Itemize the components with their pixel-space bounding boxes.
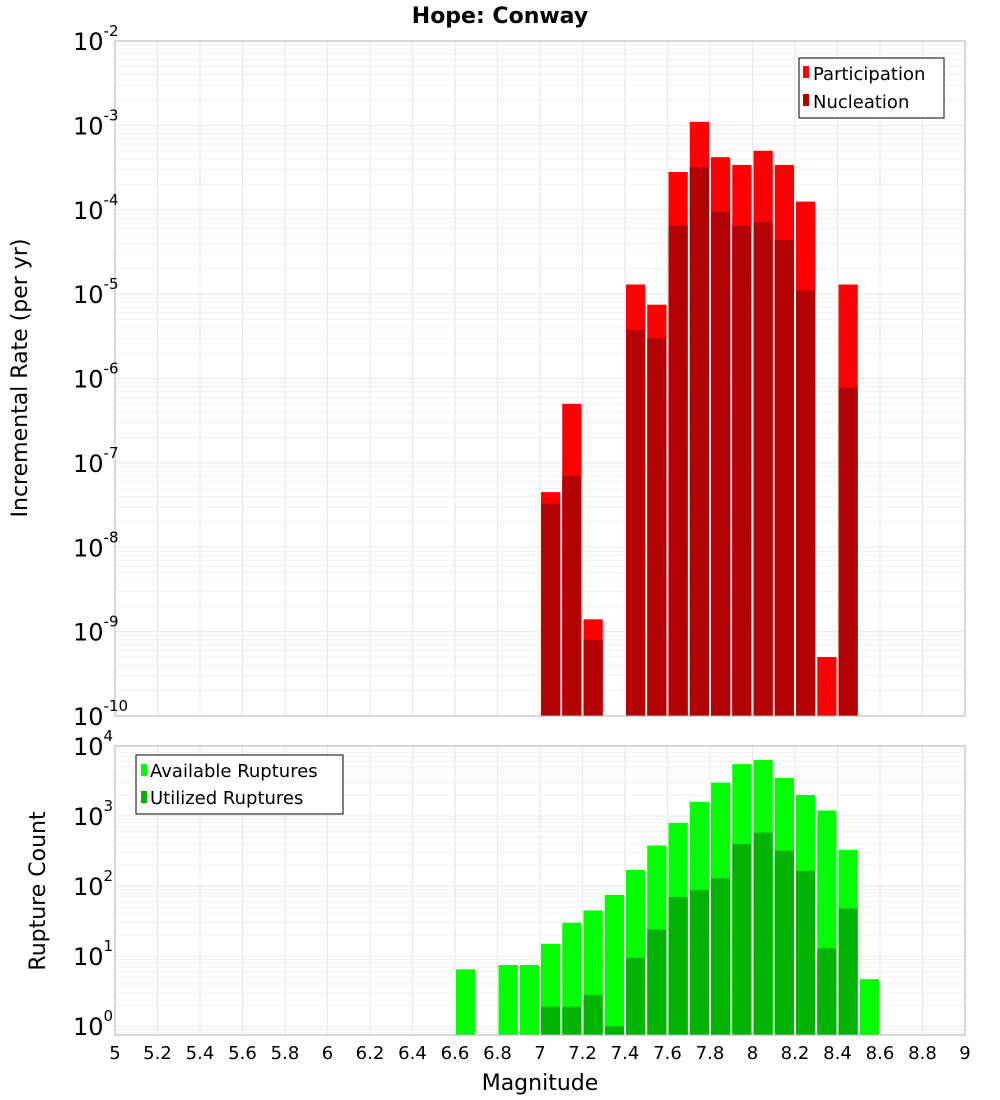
rate-y-tick-label: 10-3 [73,106,119,140]
magnitude-x-axis-label: Magnitude [482,1071,599,1096]
rate-y-tick-label: 10-4 [73,191,119,225]
rate-legend-box [798,57,945,119]
rate-gridlines [114,41,966,717]
magnitude-x-tick-label: 5.2 [143,1043,172,1064]
count-y-tick-label: 101 [73,937,113,971]
rate-y-tick-label: 10-10 [73,697,128,731]
count-y-tick-label: 100 [73,1007,113,1041]
nucleation-bar [626,329,646,716]
nucleation-bar [562,475,582,716]
magnitude-x-tick-label: 9 [959,1043,970,1064]
rate-y-tick-label: 10-6 [73,360,119,394]
nucleation-bar [541,503,561,716]
nucleation-bar [838,387,858,716]
nucleation-bar [711,211,731,716]
utilized-ruptures-bar [541,1006,561,1035]
utilized-ruptures-bar [732,843,752,1035]
utilized-ruptures-bar [774,850,794,1035]
nucleation-bar [583,639,603,716]
magnitude-x-tick-label: 8.8 [908,1043,937,1064]
magnitude-x-tick-label: 7.6 [653,1043,682,1064]
utilized-ruptures-bar [711,878,731,1035]
available-ruptures-bar [456,969,476,1035]
nucleation-bar [774,239,794,716]
rate-legend: Participation Nucleation [798,57,945,119]
utilized-ruptures-bar [838,908,858,1035]
count-legend-box [135,754,344,815]
magnitude-x-tick-label: 6.2 [356,1043,385,1064]
utilized-legend-label: Utilized Ruptures [150,788,303,809]
nucleation-legend-label: Nucleation [813,92,909,113]
magnitude-x-tick-label: 8.6 [866,1043,895,1064]
magnitude-x-tick-label: 6.6 [441,1043,470,1064]
magnitude-x-tick-label: 8 [747,1043,758,1064]
count-legend: Available Ruptures Utilized Ruptures [135,754,344,815]
rate-y-tick-label: 10-7 [73,444,119,478]
nucleation-bar [796,290,816,716]
magnitude-x-tick-label: 6.8 [483,1043,512,1064]
nucleation-bar [647,338,667,716]
rate-y-axis-label: Incremental Rate (per yr) [8,239,33,518]
rate-bars [541,121,858,717]
utilized-legend-swatch [141,791,147,803]
rate-y-tick-label: 10-2 [73,22,119,56]
count-y-tick-label: 104 [73,727,113,761]
nucleation-bar [753,221,773,716]
utilized-ruptures-bar [562,1006,582,1035]
utilized-ruptures-bar [753,832,773,1035]
count-plot-border [114,745,966,1036]
available-ruptures-bar [604,894,624,1035]
utilized-ruptures-bar [626,957,646,1035]
chart-title: Hope: Conway [412,4,588,29]
magnitude-x-ticks: 5 5.2 5.4 5.6 5.8 6 6.2 6.4 6.6 6.8 7 7.2 7.4 7.6 7.8 8… [109,1043,970,1064]
magnitude-x-tick-label: 6 [322,1043,333,1064]
nucleation-bar [668,225,688,716]
rate-y-tick-label: 10-5 [73,275,119,309]
magnitude-x-tick-label: 5.8 [271,1043,300,1064]
utilized-ruptures-bar [689,890,709,1035]
rate-y-tick-label: 10-8 [73,528,119,562]
rate-plot-border [114,40,966,717]
rate-y-tick-label: 10-9 [73,613,119,647]
magnitude-x-tick-label: 7.4 [611,1043,640,1064]
magnitude-x-tick-label: 5.4 [186,1043,215,1064]
participation-bar [817,657,837,716]
participation-legend-swatch [803,66,809,78]
participation-legend-label: Participation [813,64,925,85]
utilized-ruptures-bar [668,896,688,1035]
utilized-ruptures-bar [647,929,667,1035]
available-legend-label: Available Ruptures [150,761,318,782]
available-ruptures-bar [498,964,518,1035]
magnitude-x-tick-label: 7.8 [696,1043,725,1064]
rate-panel: 10-10 10-9 10-8 10-7 10-6 10-5 10-4 10-3 10-2 In… [8,22,966,731]
available-ruptures-bar [859,979,879,1035]
count-y-tick-label: 102 [73,867,113,901]
nucleation-bar [689,167,709,716]
utilized-ruptures-bar [817,948,837,1035]
magnitude-x-tick-label: 8.4 [823,1043,852,1064]
rate-y-ticks: 10-10 10-9 10-8 10-7 10-6 10-5 10-4 10-3 10-2 [73,22,128,731]
utilized-ruptures-bar [796,870,816,1035]
count-bars [456,760,879,1035]
count-y-tick-label: 103 [73,797,113,831]
utilized-ruptures-bar [583,994,603,1035]
magnitude-x-tick-label: 5.6 [228,1043,257,1064]
magnitude-x-tick-label: 7 [534,1043,545,1064]
count-y-axis-label: Rupture Count [26,811,51,971]
available-ruptures-bar [519,964,539,1035]
magnitude-x-tick-label: 8.2 [781,1043,810,1064]
magnitude-x-tick-label: 6.4 [398,1043,427,1064]
utilized-ruptures-bar [604,1026,624,1035]
magnitude-x-tick-label: 7.2 [568,1043,597,1064]
nucleation-bar [732,225,752,716]
magnitude-x-tick-label: 5 [109,1043,120,1064]
count-y-ticks: 100 101 102 103 104 [73,727,113,1041]
nucleation-legend-swatch [803,94,809,106]
available-legend-swatch [141,764,147,776]
count-panel: 100 101 102 103 104 5 5.2 5.4 5.6 5.8 6 6.2 6.4 6.6 6… [26,727,971,1096]
